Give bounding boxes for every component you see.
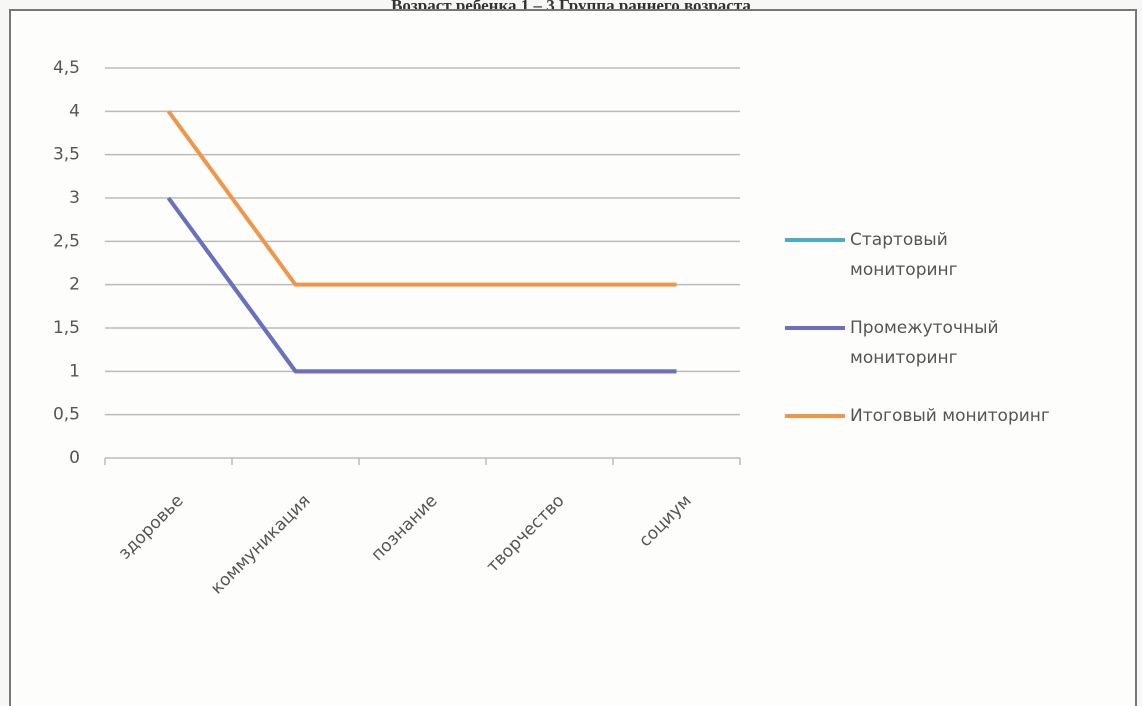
series-line [166,110,677,287]
y-tick-label: 2,5 [53,231,80,251]
legend-label: Промежуточный мониторинг [850,318,999,368]
y-tick-label: 3,5 [53,145,80,165]
y-tick-label: 0,5 [53,405,80,425]
series-line [166,196,677,374]
y-tick-label: 1 [69,361,80,381]
y-tick-label: 1,5 [53,318,80,338]
legend-label: Итоговый мониторинг [850,406,1050,426]
y-tick-label: 4 [69,101,80,121]
y-tick-label: 3 [69,188,80,208]
y-tick-label: 4,5 [53,58,80,78]
chart-frame [9,9,1137,706]
y-tick-label: 2 [69,275,80,295]
y-tick-label: 0 [69,448,80,468]
legend-label: Стартовый мониторинг [850,230,958,280]
